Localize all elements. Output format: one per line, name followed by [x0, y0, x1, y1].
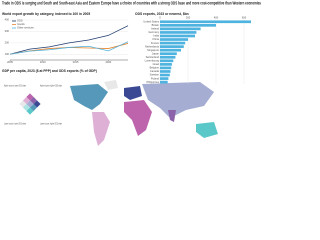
legend-label: ODS	[17, 19, 23, 23]
y-tick-label: 400	[5, 18, 10, 22]
map-title: GDP per capita, 2023 ($ at PPP) and ODS …	[2, 69, 97, 73]
bar	[160, 20, 251, 24]
y-tick-label: 100	[5, 52, 10, 56]
bar	[160, 41, 186, 45]
category-label: Ireland	[151, 27, 159, 31]
category-label: Netherlands	[145, 44, 160, 48]
category-label: Germany	[148, 30, 159, 34]
headline: Trade in ODS is surging and South and So…	[2, 1, 262, 6]
bar	[160, 27, 201, 31]
x-tick-label: 200	[186, 15, 191, 19]
legend-label: Higher income, lower ODS share	[4, 84, 26, 88]
bar	[160, 80, 168, 84]
category-label: Philippines	[146, 80, 159, 84]
series-line	[9, 41, 129, 55]
bar	[160, 70, 171, 73]
north-america	[70, 84, 108, 110]
bar	[160, 63, 172, 66]
europe	[124, 86, 142, 100]
series-line	[9, 43, 129, 55]
category-label: Luxembourg	[145, 59, 160, 63]
x-tick-label: 2020	[105, 60, 111, 64]
category-label: France	[151, 41, 160, 45]
greenland	[104, 80, 118, 90]
series-line	[9, 25, 129, 55]
x-tick-label: 2010	[40, 60, 46, 64]
category-label: Sweden	[150, 73, 160, 77]
category-label: Britain	[152, 23, 160, 27]
x-tick-label: 400	[214, 15, 219, 19]
bar	[160, 34, 195, 38]
category-label: Poland	[151, 76, 160, 80]
x-tick-label: 0	[159, 15, 161, 19]
legend-label: Goods	[17, 22, 25, 26]
bar	[160, 77, 169, 80]
category-label: China	[152, 37, 159, 41]
south-america	[92, 112, 110, 146]
asia	[142, 82, 214, 118]
africa	[124, 100, 152, 136]
legend-label: Higher income, higher ODS share	[40, 84, 62, 88]
australia	[196, 122, 218, 138]
bar	[160, 48, 181, 52]
category-label: India	[153, 34, 159, 38]
legend-label: Lower income, lower ODS share	[4, 122, 26, 126]
category-label: Singapore	[147, 48, 159, 52]
category-label: United States	[143, 19, 159, 23]
category-label: Israel	[153, 62, 160, 66]
bivariate-legend	[19, 93, 41, 115]
infographic: Trade in ODS is surging and South and So…	[2, 1, 262, 146]
y-tick-label: 300	[5, 29, 10, 33]
x-tick-label: 2005	[7, 60, 13, 64]
category-label: Japan	[152, 51, 160, 55]
bar	[160, 38, 188, 41]
bar	[160, 23, 216, 27]
category-label: Belgium	[150, 66, 159, 70]
category-label: Switzerland	[146, 55, 160, 59]
bar	[160, 59, 174, 63]
bar	[160, 55, 176, 59]
bar	[160, 52, 177, 56]
bar	[160, 73, 170, 77]
bar	[160, 31, 197, 34]
map-shapes	[70, 80, 218, 146]
legend-label: Lower income, higher ODS share	[40, 122, 62, 126]
category-label: Canada	[150, 69, 160, 73]
bar	[160, 66, 172, 70]
line-title: World export growth by category, indexed…	[2, 12, 90, 16]
india	[168, 110, 176, 122]
bar-title: ODS exports, 2023 or nearest, $bn	[135, 12, 189, 16]
x-tick-label: 2015	[73, 60, 79, 64]
bar	[160, 45, 184, 48]
legend-label: Other services	[17, 26, 34, 30]
page: {"headline":"Trade in ODS is surging and…	[2, 0, 262, 146]
y-tick-label: 200	[5, 41, 10, 45]
x-tick-label: 600	[242, 15, 247, 19]
